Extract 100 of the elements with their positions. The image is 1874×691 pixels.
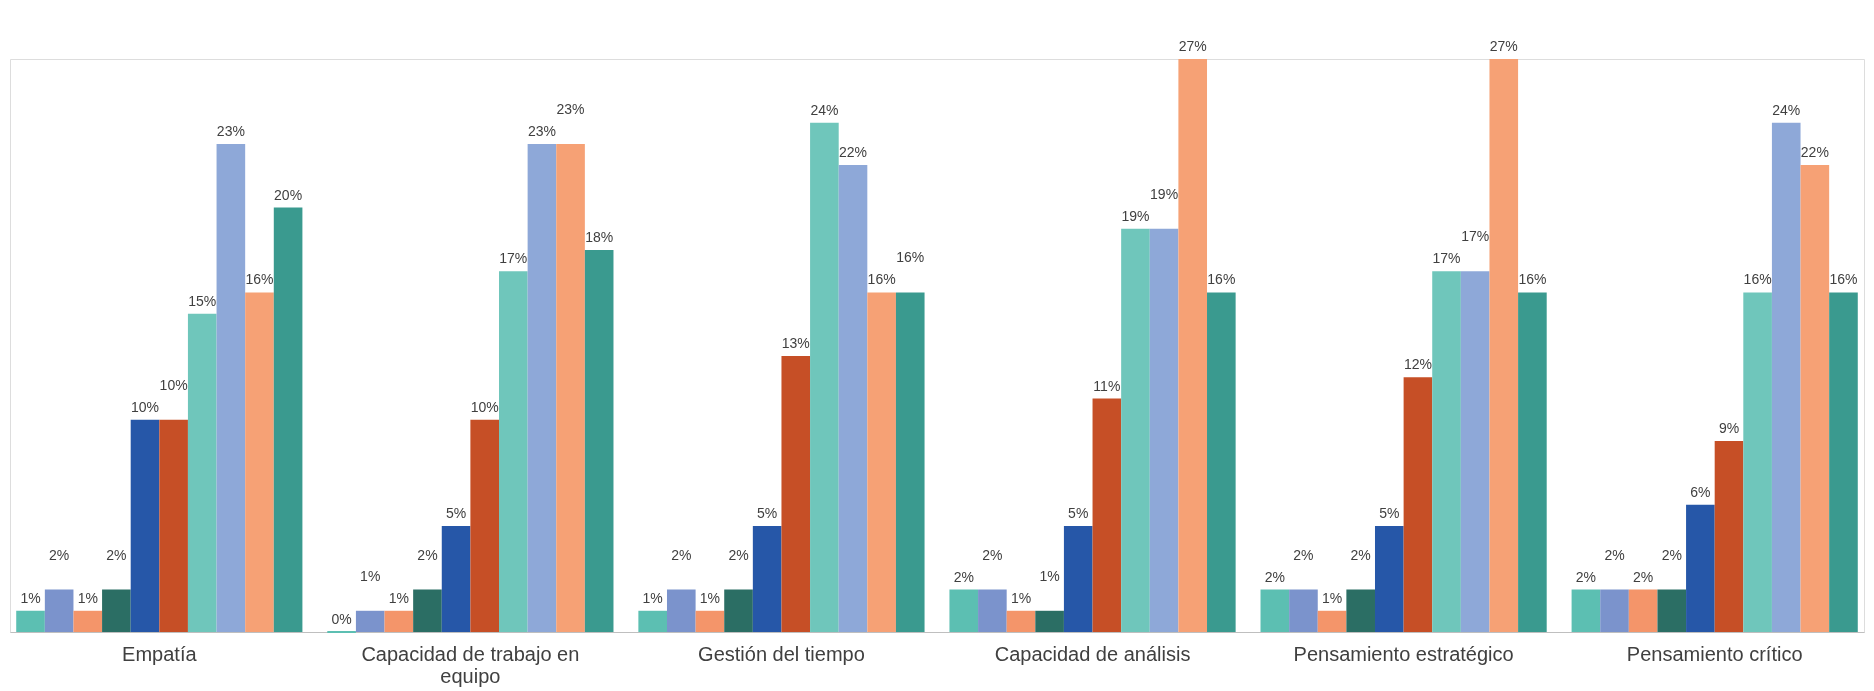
bar (584, 250, 614, 632)
bar (867, 292, 896, 632)
data-label: 19% (1121, 207, 1150, 224)
data-label: 23% (216, 122, 245, 139)
data-label: 1% (388, 589, 409, 606)
bar (1289, 589, 1318, 632)
bar (1317, 610, 1347, 632)
data-label: 16% (1829, 271, 1858, 288)
data-label: 5% (1379, 504, 1400, 521)
data-label: 2% (1604, 546, 1625, 563)
data-label: 17% (499, 250, 528, 267)
bar (1771, 122, 1801, 632)
bar (1207, 292, 1236, 632)
data-label: 1% (77, 589, 98, 606)
bar (413, 589, 442, 632)
bar (638, 610, 667, 632)
data-label: 24% (1772, 101, 1801, 118)
data-label: 23% (556, 100, 585, 117)
bar (724, 589, 753, 632)
data-label: 5% (757, 504, 778, 521)
bar (895, 292, 925, 632)
data-label: 1% (1010, 589, 1032, 606)
data-label: 1% (642, 589, 663, 606)
data-label: 1% (20, 589, 41, 606)
data-label: 1% (1039, 567, 1060, 584)
data-label: 27% (1489, 38, 1518, 54)
data-label: 0% (331, 611, 352, 627)
bar (441, 525, 471, 632)
bar (44, 589, 74, 632)
data-label: 22% (1800, 144, 1829, 161)
bar (1489, 59, 1519, 632)
bar (1432, 271, 1461, 632)
data-label: 16% (896, 249, 925, 266)
bar (752, 525, 782, 632)
data-label: 27% (1178, 38, 1207, 54)
data-label: 2% (728, 546, 749, 563)
bar (810, 122, 839, 632)
bar (216, 143, 246, 632)
bar (1006, 610, 1036, 632)
bar (1374, 525, 1404, 632)
bar (1714, 441, 1744, 632)
bar (527, 143, 557, 632)
data-label: 10% (470, 398, 499, 415)
data-label: 6% (1690, 483, 1711, 500)
bar (16, 610, 45, 632)
data-label: 5% (445, 504, 467, 521)
bar (159, 419, 188, 632)
data-label: 12% (1403, 356, 1432, 373)
data-label: 18% (585, 229, 614, 245)
data-label: 1% (1321, 589, 1343, 606)
data-label: 22% (838, 144, 868, 161)
data-label: 10% (130, 398, 160, 415)
data-label: 9% (1718, 420, 1740, 436)
bar (695, 610, 725, 632)
data-label: 2% (982, 546, 1003, 563)
data-label: 2% (1575, 568, 1597, 585)
data-label: 2% (1264, 568, 1285, 585)
bar (1092, 398, 1122, 632)
x-tick-label: Empatía (122, 642, 198, 665)
bar (1346, 589, 1375, 632)
data-label: 2% (953, 568, 974, 585)
data-label: 16% (1518, 271, 1547, 288)
data-label: 15% (188, 292, 217, 309)
data-label: 2% (1661, 546, 1682, 563)
x-tick-label: Pensamiento estratégico (1293, 642, 1514, 665)
x-tick-label: Pensamiento crítico (1626, 642, 1803, 665)
data-label: 17% (1461, 228, 1490, 245)
bar (1149, 228, 1179, 632)
data-label: 19% (1150, 185, 1179, 202)
data-label: 10% (159, 376, 188, 393)
bar (1743, 292, 1772, 632)
data-label: 13% (781, 335, 810, 352)
bar (1571, 589, 1601, 632)
x-tick-label: Capacidad de trabajo en equipo (361, 642, 580, 687)
data-label: 24% (810, 101, 839, 118)
data-label: 1% (360, 567, 381, 584)
bar (470, 419, 500, 632)
data-label: 16% (245, 271, 274, 288)
data-label: 2% (671, 546, 692, 563)
bar (1518, 292, 1547, 632)
bar (102, 589, 131, 632)
bar (1460, 271, 1490, 632)
bar (1686, 504, 1715, 632)
bar (978, 589, 1007, 632)
data-label: 2% (49, 546, 70, 563)
bar (949, 589, 979, 632)
data-label: 23% (527, 122, 556, 139)
bar (384, 610, 414, 632)
bar (187, 313, 217, 632)
bar (1800, 165, 1830, 632)
bar (499, 271, 528, 632)
bar (1121, 228, 1150, 632)
bar (838, 165, 868, 632)
bar (1628, 589, 1658, 632)
bar (355, 610, 385, 632)
x-tick-label: Capacidad de análisis (994, 642, 1191, 665)
data-label: 20% (274, 186, 303, 203)
bar (781, 356, 811, 632)
bar (73, 610, 103, 632)
bar (1178, 59, 1208, 632)
